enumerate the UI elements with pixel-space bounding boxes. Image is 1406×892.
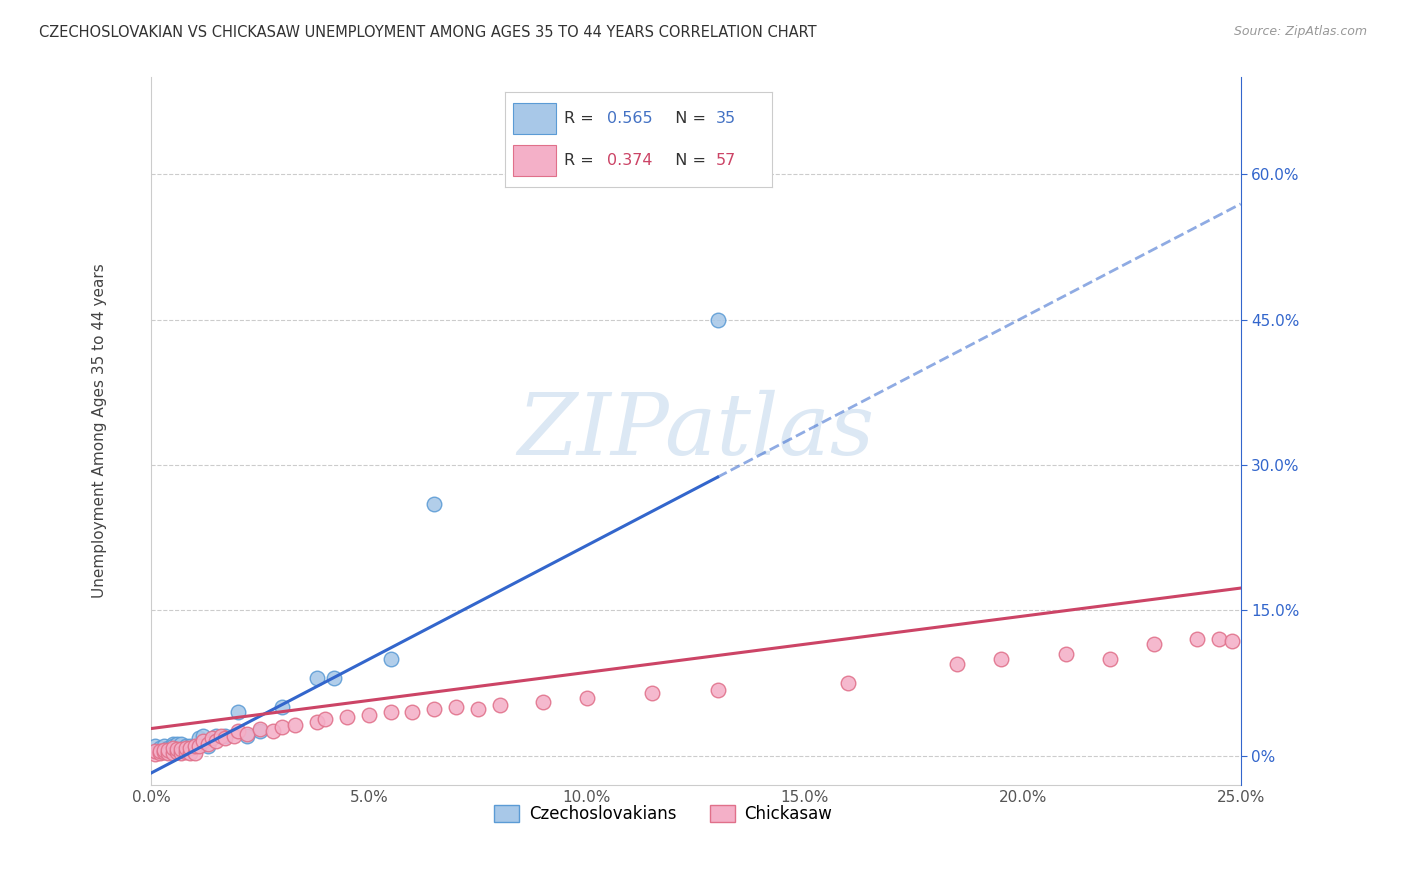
Point [143,744,166,758]
Point [174,745,197,759]
Point [153,745,176,759]
Point [641,686,664,700]
Point [153,739,176,753]
Point [166,737,188,751]
Point [183,746,205,760]
Point [162,739,184,753]
Y-axis label: Unemployment Among Ages 35 to 44 years: Unemployment Among Ages 35 to 44 years [93,264,107,599]
Point [706,682,728,697]
Point [149,746,172,760]
Point [179,739,201,753]
Point [205,729,228,743]
Point [990,652,1012,666]
Point [1054,647,1077,661]
Point [179,744,201,758]
Point [1185,632,1208,647]
Point [1208,632,1230,647]
Point [170,742,193,756]
Point [157,740,180,755]
Point [236,727,259,741]
Point [149,744,172,758]
Legend: Czechoslovakians, Chickasaw: Czechoslovakians, Chickasaw [486,798,839,830]
Point [193,734,215,748]
Point [488,698,510,713]
Point [143,739,166,753]
Point [153,744,176,758]
Point [236,729,259,743]
Point [1098,652,1121,666]
Point [423,702,446,716]
Point [380,705,402,719]
Point [314,712,336,726]
Point [214,731,236,746]
Point [187,739,209,753]
Text: CZECHOSLOVAKIAN VS CHICKASAW UNEMPLOYMENT AMONG AGES 35 TO 44 YEARS CORRELATION : CZECHOSLOVAKIAN VS CHICKASAW UNEMPLOYMEN… [39,25,817,40]
Point [284,717,307,731]
Point [575,690,598,705]
Point [226,705,249,719]
Point [305,671,328,685]
Point [162,746,184,760]
Point [153,743,176,757]
Point [205,734,228,748]
Point [467,702,489,716]
Point [262,724,284,739]
Point [214,729,236,743]
Point [143,747,166,761]
Point [174,740,197,755]
Point [162,737,184,751]
Point [183,739,205,753]
Point [305,714,328,729]
Point [270,720,292,734]
Point [162,744,184,758]
Point [270,700,292,714]
Point [179,740,201,755]
Point [249,724,271,739]
Point [197,739,219,753]
Point [946,657,969,671]
Point [226,724,249,739]
Point [166,740,188,755]
Point [357,708,380,723]
Point [157,743,180,757]
Point [157,746,180,760]
Point [444,700,467,714]
Point [1142,637,1164,651]
Point [197,737,219,751]
Point [162,740,184,755]
Point [423,497,446,511]
Point [183,739,205,753]
Point [166,745,188,759]
Point [193,729,215,743]
Point [336,710,359,724]
Point [170,746,193,760]
Point [249,722,271,736]
Point [201,731,224,746]
Point [401,705,423,719]
Point [149,740,172,755]
Point [323,671,346,685]
Point [157,744,180,758]
Point [170,744,193,758]
Point [187,731,209,746]
Point [166,742,188,756]
Point [1220,634,1243,648]
Point [837,676,859,690]
Point [174,739,197,753]
Point [222,729,245,743]
Point [531,695,554,709]
Point [209,729,232,743]
Point [706,312,728,326]
Point [153,744,176,758]
Point [179,746,201,760]
Point [170,737,193,751]
Point [143,744,166,758]
Text: ZIPatlas: ZIPatlas [517,390,875,473]
Point [380,652,402,666]
Point [149,744,172,758]
Text: Source: ZipAtlas.com: Source: ZipAtlas.com [1233,25,1367,38]
Point [174,744,197,758]
